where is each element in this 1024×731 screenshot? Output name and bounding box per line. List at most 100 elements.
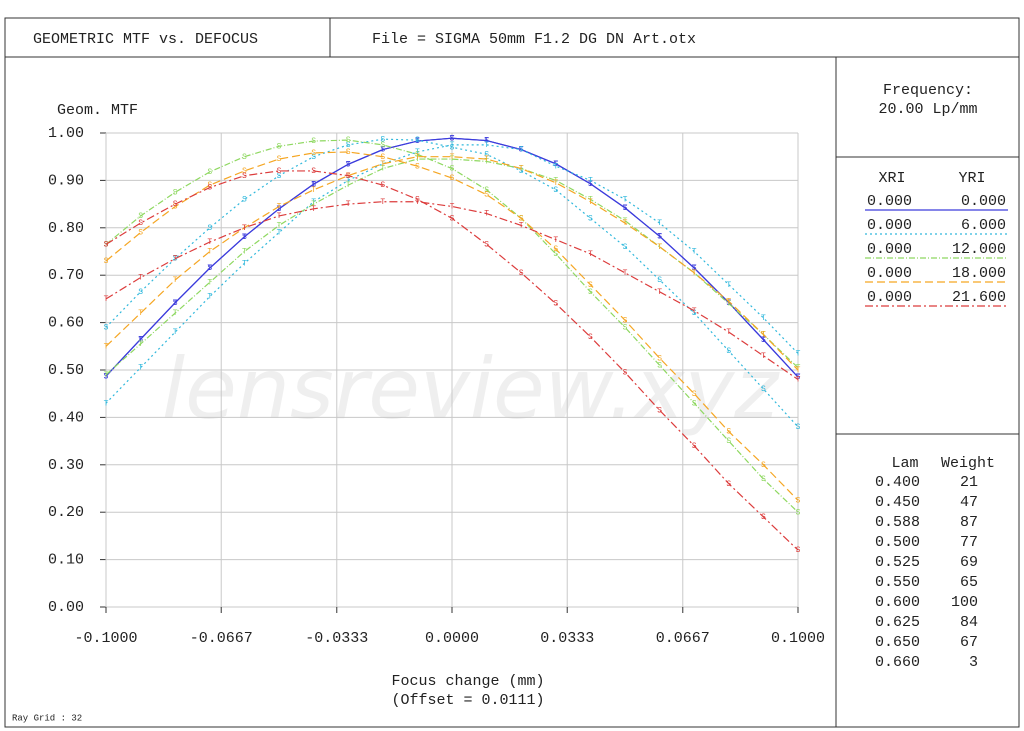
point-marker: S [726, 347, 731, 356]
point-marker: S [519, 167, 524, 176]
point-marker: T [415, 148, 420, 157]
point-marker: T [519, 146, 524, 155]
point-marker: T [104, 342, 109, 351]
point-marker: T [623, 204, 628, 213]
point-marker: T [138, 274, 143, 283]
point-marker: T [415, 155, 420, 164]
point-marker: T [761, 336, 766, 345]
point-marker: T [415, 153, 420, 162]
point-marker: S [415, 195, 420, 204]
point-marker: T [761, 352, 766, 361]
point-marker: T [553, 160, 558, 169]
point-marker: S [761, 513, 766, 522]
y-tick-label: 1.00 [48, 125, 84, 142]
point-marker: T [450, 203, 455, 212]
point-marker: S [692, 390, 697, 399]
point-marker: T [207, 278, 212, 287]
point-marker: T [484, 141, 489, 150]
point-marker: S [415, 162, 420, 171]
y-tick-label: 0.20 [48, 504, 84, 521]
point-marker: S [484, 150, 489, 159]
point-marker: S [553, 250, 558, 259]
wavelength: 0.625 [875, 614, 920, 631]
point-marker: T [657, 219, 662, 228]
point-marker: S [657, 406, 662, 415]
point-marker: T [692, 269, 697, 278]
point-marker: T [484, 137, 489, 146]
point-marker: T [207, 238, 212, 247]
point-marker: T [623, 219, 628, 228]
point-marker: T [692, 248, 697, 257]
point-marker: T [104, 372, 109, 381]
point-marker: S [796, 496, 801, 505]
wavelength: 0.600 [875, 594, 920, 611]
point-marker: S [796, 373, 801, 382]
y-tick-label: 0.60 [48, 315, 84, 332]
point-marker: S [553, 300, 558, 309]
point-marker: S [173, 200, 178, 209]
frequency-label: Frequency: [883, 82, 973, 99]
point-marker: T [484, 155, 489, 164]
point-marker: S [761, 385, 766, 394]
point-marker: S [450, 214, 455, 223]
y-tick-label: 0.50 [48, 362, 84, 379]
point-marker: T [726, 328, 731, 337]
point-marker: T [519, 165, 524, 174]
wavelength: 0.660 [875, 654, 920, 671]
point-marker: T [796, 364, 801, 373]
point-marker: S [311, 137, 316, 146]
point-marker: T [277, 222, 282, 231]
point-marker: T [415, 198, 420, 207]
point-marker: S [588, 214, 593, 223]
point-marker: S [657, 361, 662, 370]
y-tick-label: 0.00 [48, 599, 84, 616]
point-marker: T [311, 205, 316, 214]
point-marker: S [761, 461, 766, 470]
point-marker: T [311, 180, 316, 189]
point-marker: T [138, 335, 143, 344]
point-marker: S [692, 442, 697, 451]
wavelength: 0.450 [875, 494, 920, 511]
point-marker: T [657, 243, 662, 252]
point-marker: S [450, 143, 455, 152]
point-marker: T [726, 300, 731, 309]
point-marker: S [277, 155, 282, 164]
point-marker: T [311, 198, 316, 207]
point-marker: T [207, 248, 212, 257]
mtf-curve [105, 201, 799, 380]
point-marker: T [277, 229, 282, 238]
ray-grid: Ray Grid : 32 [12, 713, 82, 723]
legend-header: XRI [878, 170, 905, 187]
point-marker: T [277, 205, 282, 214]
point-marker: S [519, 214, 524, 223]
point-marker: T [450, 134, 455, 143]
point-marker: S [173, 188, 178, 197]
point-marker: T [346, 177, 351, 186]
point-marker: S [484, 240, 489, 249]
legend-yri: 6.000 [961, 217, 1006, 234]
point-marker: T [242, 248, 247, 257]
legend-xri: 0.000 [867, 217, 912, 234]
point-marker: T [623, 269, 628, 278]
point-marker: T [277, 212, 282, 221]
point-marker: T [173, 255, 178, 264]
weight: 77 [960, 534, 978, 551]
point-marker: S [450, 165, 455, 174]
point-marker: S [553, 245, 558, 254]
legend-yri: 18.000 [952, 265, 1006, 282]
point-marker: T [588, 198, 593, 207]
point-marker: T [588, 180, 593, 189]
point-marker: T [380, 160, 385, 169]
wavelength: 0.550 [875, 574, 920, 591]
point-marker: S [380, 181, 385, 190]
point-marker: S [796, 546, 801, 555]
point-marker: T [484, 210, 489, 219]
point-marker: S [484, 186, 489, 195]
point-marker: T [519, 165, 524, 174]
point-marker: S [623, 323, 628, 332]
point-marker: T [553, 177, 558, 186]
weight: 69 [960, 554, 978, 571]
point-marker: T [796, 366, 801, 375]
point-marker: S [242, 172, 247, 181]
